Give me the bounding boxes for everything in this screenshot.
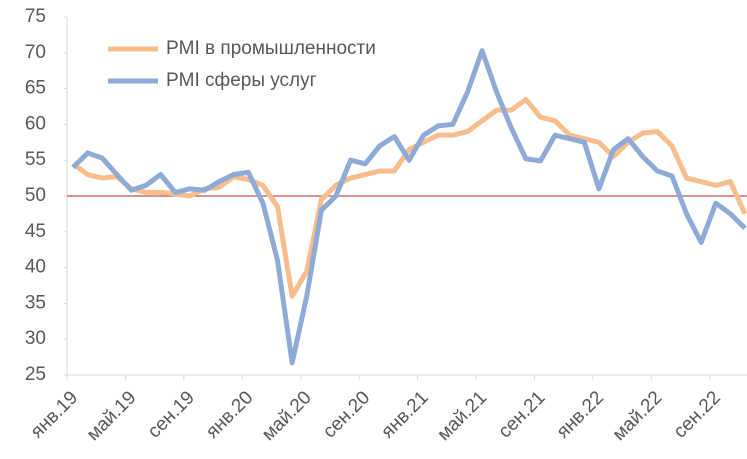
x-tick-label: май.21	[433, 387, 491, 445]
y-tick-label: 30	[25, 328, 46, 349]
y-tick-label: 50	[25, 185, 46, 206]
y-tick-label: 25	[25, 364, 46, 385]
x-tick-label: май.19	[83, 387, 141, 445]
x-tick-label: май.20	[258, 387, 316, 445]
legend-label: PMI сферы услуг	[166, 70, 317, 91]
series-line	[71, 48, 747, 366]
y-tick-label: 55	[25, 149, 46, 170]
y-tick-label: 35	[25, 292, 46, 313]
y-tick-label: 40	[25, 257, 46, 278]
y-tick-label: 70	[25, 42, 46, 63]
legend-label: PMI в промышленности	[166, 38, 376, 59]
x-tick-label: сен.21	[494, 387, 549, 442]
x-tick-label: сен.22	[670, 387, 725, 442]
x-tick-label: сен.19	[144, 387, 199, 442]
x-tick-label: сен.20	[319, 387, 374, 442]
y-tick-label: 75	[25, 6, 46, 27]
x-tick-label: янв.22	[553, 387, 608, 442]
x-tick-label: янв.20	[202, 387, 257, 442]
y-tick-label: 45	[25, 221, 46, 242]
x-tick-label: янв.19	[27, 387, 82, 442]
y-tick-label: 60	[25, 113, 46, 134]
x-tick-label: май.22	[609, 387, 667, 445]
x-tick-label: янв.21	[377, 387, 432, 442]
series-line	[71, 96, 747, 299]
y-tick-label: 65	[25, 78, 46, 99]
